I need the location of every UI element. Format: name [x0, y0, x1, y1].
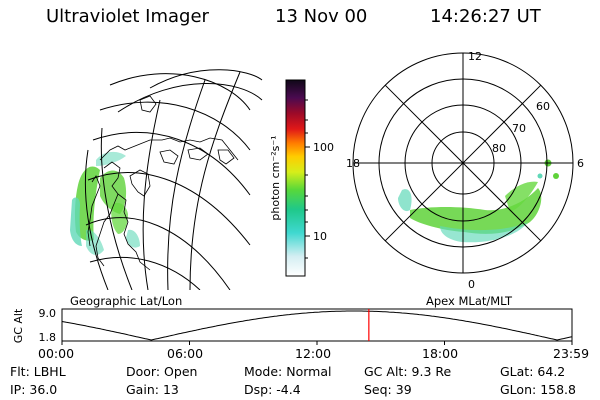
dsp-value: -4.4: [276, 382, 301, 397]
door-readout: Door: Open: [126, 364, 198, 379]
geographic-map: [70, 69, 263, 290]
timeline-x-tick-1200: 12:00: [295, 346, 332, 361]
mlt-label-18: 18: [346, 157, 360, 170]
ip-readout: IP: 36.0: [10, 382, 58, 397]
gc-altitude-curve: [61, 310, 573, 341]
right-panel-label: Apex MLat/MLT: [426, 294, 513, 308]
polar-plot: 12 18 6 0 60 70 80: [346, 50, 584, 291]
filter-readout: Flt: LBHL: [10, 364, 66, 379]
left-panel-label: Geographic Lat/Lon: [70, 294, 183, 308]
mode-value: Normal: [286, 364, 332, 379]
observation-time: 14:26:27 UT: [430, 6, 541, 27]
color-scale-bar: [285, 79, 306, 277]
door-value: Open: [164, 364, 198, 379]
color-scale-unit-label: photon cm⁻²s⁻¹: [269, 135, 282, 220]
timeline-y-tick-min: 1.8: [39, 331, 57, 344]
polar-meridian-diag2: [384, 84, 542, 242]
gain-readout: Gain: 13: [126, 382, 179, 397]
gc-alt-readout: GC Alt: 9.3 Re: [364, 364, 452, 379]
auroral-emission-geo: [70, 151, 140, 255]
gc-alt-value: 9.3 Re: [411, 364, 452, 379]
timeline-y-tick-max: 9.0: [39, 307, 57, 320]
mlt-label-12: 12: [468, 50, 482, 63]
timeline-x-tick-1800: 18:00: [422, 346, 459, 361]
mlt-label-0: 0: [468, 278, 475, 291]
dsp-readout: Dsp: -4.4: [244, 382, 301, 397]
glat-value: 64.2: [537, 364, 566, 379]
altitude-timeline: GC Alt 9.0 1.8: [12, 307, 573, 345]
color-scale-tick-10: 10: [313, 230, 327, 243]
geo-coastlines: [87, 95, 239, 271]
timeline-frame: [61, 308, 573, 342]
auroral-emission-polar: [398, 159, 559, 243]
mlt-label-6: 6: [577, 157, 584, 170]
geo-parallels: [85, 73, 251, 290]
timeline-x-tick-0600: 06:00: [167, 346, 204, 361]
gain-value: 13: [162, 382, 179, 397]
mlat-label-70: 70: [512, 122, 526, 135]
seq-value: 39: [395, 382, 412, 397]
filter-value: LBHL: [33, 364, 66, 379]
instrument-title: Ultraviolet Imager: [46, 6, 209, 27]
mlat-label-80: 80: [492, 142, 506, 155]
timeline-x-tick-2359: 23:59: [553, 346, 590, 361]
observation-date: 13 Nov 00: [275, 6, 368, 27]
glon-value: 158.8: [540, 382, 576, 397]
geo-limb: [117, 69, 263, 113]
color-scale-tick-100: 100: [313, 141, 334, 154]
glat-readout: GLat: 64.2: [500, 364, 566, 379]
mlat-label-60: 60: [536, 100, 550, 113]
timeline-x-tick-0000: 00:00: [38, 346, 75, 361]
seq-readout: Seq: 39: [364, 382, 412, 397]
ip-value: 36.0: [29, 382, 58, 397]
glon-readout: GLon: 158.8: [500, 382, 576, 397]
color-scale: 100 10 photon cm⁻²s⁻¹: [269, 79, 334, 277]
mode-readout: Mode: Normal: [244, 364, 332, 379]
timeline-y-axis-label: GC Alt: [12, 308, 25, 343]
